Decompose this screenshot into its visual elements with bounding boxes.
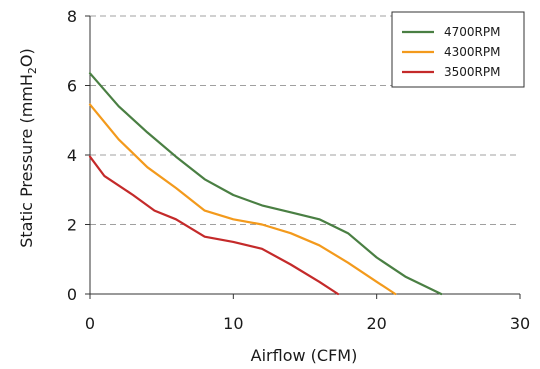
y-axis-title-end: O) bbox=[17, 48, 36, 67]
series-line-3500RPM bbox=[88, 155, 340, 296]
series-line-4700RPM bbox=[88, 72, 443, 296]
y-tick-label: 8 bbox=[67, 7, 77, 26]
tick-labels: 0 10 20 30 0 2 4 6 8 bbox=[67, 7, 530, 333]
grid bbox=[90, 15, 520, 225]
x-tick-label: 20 bbox=[366, 314, 386, 333]
legend-label: 3500RPM bbox=[444, 65, 500, 79]
y-tick-label: 4 bbox=[67, 146, 77, 165]
legend-label: 4700RPM bbox=[444, 25, 500, 39]
y-axis-title: Static Pressure (mmH2O) bbox=[17, 48, 39, 248]
y-tick-label: 0 bbox=[67, 285, 77, 304]
x-tick-label: 10 bbox=[223, 314, 243, 333]
series-lines bbox=[88, 72, 443, 296]
series-line-4300RPM bbox=[88, 103, 397, 296]
legend-box bbox=[391, 11, 525, 88]
x-axis-title: Airflow (CFM) bbox=[251, 346, 358, 365]
x-tick-label: 30 bbox=[510, 314, 530, 333]
x-tick-label: 0 bbox=[85, 314, 95, 333]
legend-label: 4300RPM bbox=[444, 45, 500, 59]
y-axis-title-main: Static Pressure (mmH bbox=[17, 74, 36, 248]
y-tick-label: 6 bbox=[67, 77, 77, 96]
y-tick-label: 2 bbox=[67, 216, 77, 235]
legend: 4700RPM 4300RPM 3500RPM bbox=[391, 11, 525, 88]
y-axis-title-subscript: 2 bbox=[26, 67, 39, 74]
